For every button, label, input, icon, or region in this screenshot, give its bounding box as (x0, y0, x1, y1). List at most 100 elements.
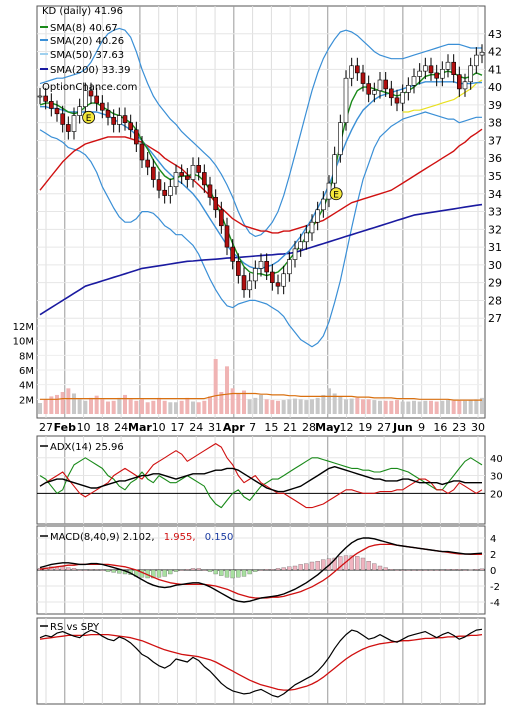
candle-up (309, 221, 315, 234)
macd-signal-value: 1.955, (164, 532, 196, 543)
volume-bar (349, 398, 354, 414)
rs-line (39, 628, 483, 698)
macd-histogram-bar (162, 569, 167, 577)
x-tick-label: 10 (77, 421, 91, 434)
x-tick-label: 19 (358, 421, 372, 434)
volume-bar (383, 400, 388, 414)
plus-di-line (39, 457, 483, 509)
x-tick-label: 7 (249, 421, 256, 434)
volume-y-tick: 2M (19, 395, 34, 406)
candle-down (60, 113, 65, 125)
macd-histogram-bar (94, 569, 99, 571)
macd-histogram-bar (406, 569, 411, 571)
candle-up (287, 259, 292, 275)
x-tick-label: Apr (223, 421, 245, 434)
volume-bar (406, 401, 411, 414)
candle-down (434, 72, 439, 79)
price-y-tick: 31 (488, 241, 502, 254)
volume-bar (191, 401, 195, 414)
candle-down (360, 72, 366, 84)
macd-histogram-bar (190, 568, 196, 571)
candle-down (179, 172, 184, 177)
candle-down (428, 65, 434, 74)
candle-down (230, 246, 235, 262)
macd-histogram-bar (389, 569, 394, 571)
candle-up (37, 95, 43, 98)
volume-bar (230, 388, 235, 414)
macd-histogram-bar (423, 569, 428, 571)
volume-bar (72, 393, 76, 414)
volume-bar (236, 393, 241, 414)
x-tick-label: 23 (452, 421, 466, 434)
candle-down (457, 74, 462, 90)
volume-bar (327, 388, 331, 414)
volume-y-tick: 10M (13, 337, 34, 348)
volume-bar (474, 399, 479, 414)
macd-histogram-bar (411, 569, 417, 571)
macd-line (39, 537, 483, 603)
candle-up (258, 261, 264, 269)
volume-bar (264, 399, 269, 414)
price-y-tick: 35 (488, 170, 502, 183)
macd-histogram-bar (445, 569, 451, 571)
candle-up (462, 81, 468, 90)
candle-up (83, 90, 88, 107)
volume-bar (423, 400, 428, 414)
x-tick-label: May (315, 421, 340, 434)
volume-bar (457, 400, 462, 414)
macd-histogram-bar (105, 569, 111, 572)
macd-histogram-bar (202, 569, 207, 571)
macd-histogram-bar (332, 557, 337, 571)
volume-bar (468, 400, 473, 414)
price-y-tick: 37 (488, 134, 502, 147)
volume-bar (310, 399, 314, 414)
bollinger-upper-line (39, 27, 482, 237)
macd-histogram-bar (292, 565, 298, 571)
price-y-tick: 43 (488, 28, 502, 41)
macd-y-tick: -2 (490, 582, 500, 593)
macd-histogram-bar (213, 569, 218, 575)
macd-histogram-bar (77, 569, 82, 571)
macd-histogram-bar (185, 569, 190, 571)
volume-bar (389, 400, 394, 414)
macd-histogram-bar (360, 557, 366, 571)
candle-up (372, 90, 377, 95)
volume-bar (60, 392, 65, 414)
macd-histogram-bar (247, 569, 252, 575)
x-tick-label: 24 (114, 421, 128, 434)
volume-bar (185, 397, 190, 414)
x-tick-label: Mar (128, 421, 152, 434)
macd-histogram-bar (355, 556, 360, 571)
volume-average-line (40, 392, 482, 401)
macd-histogram-bar (394, 569, 400, 571)
candle-down (145, 159, 150, 168)
volume-bar (395, 400, 399, 414)
candle-down (105, 109, 111, 118)
volume-bar (111, 400, 116, 414)
candle-up (190, 165, 196, 180)
candle-down (162, 189, 167, 196)
earnings-marker-label: E (86, 114, 92, 124)
candle-up (417, 70, 422, 77)
macd-value: MACD(8,40,9) 2.102, (50, 532, 155, 543)
earnings-marker-label: E (333, 190, 339, 200)
macd-histogram-bar (224, 569, 230, 578)
candle-down (88, 90, 94, 97)
volume-bar (89, 397, 93, 414)
adx-panel (36, 435, 486, 525)
candle-up (332, 154, 337, 184)
macd-histogram-bar (366, 561, 371, 571)
macd-histogram-bar (230, 569, 235, 579)
macd-histogram-bar (100, 569, 105, 571)
macd-histogram-bar (372, 563, 377, 571)
candle-down (219, 209, 224, 227)
rs-label-text: RS vs SPY (50, 622, 100, 633)
x-tick-label: 24 (189, 421, 203, 434)
macd-histogram-bar (151, 569, 156, 579)
macd-histogram-bar (66, 567, 71, 571)
macd-histogram-bar (270, 569, 275, 571)
adx-y-tick: 40 (490, 454, 503, 465)
macd-histogram-bar (71, 568, 77, 571)
price-y-tick: 28 (488, 294, 502, 307)
x-tick-label: 21 (283, 421, 297, 434)
